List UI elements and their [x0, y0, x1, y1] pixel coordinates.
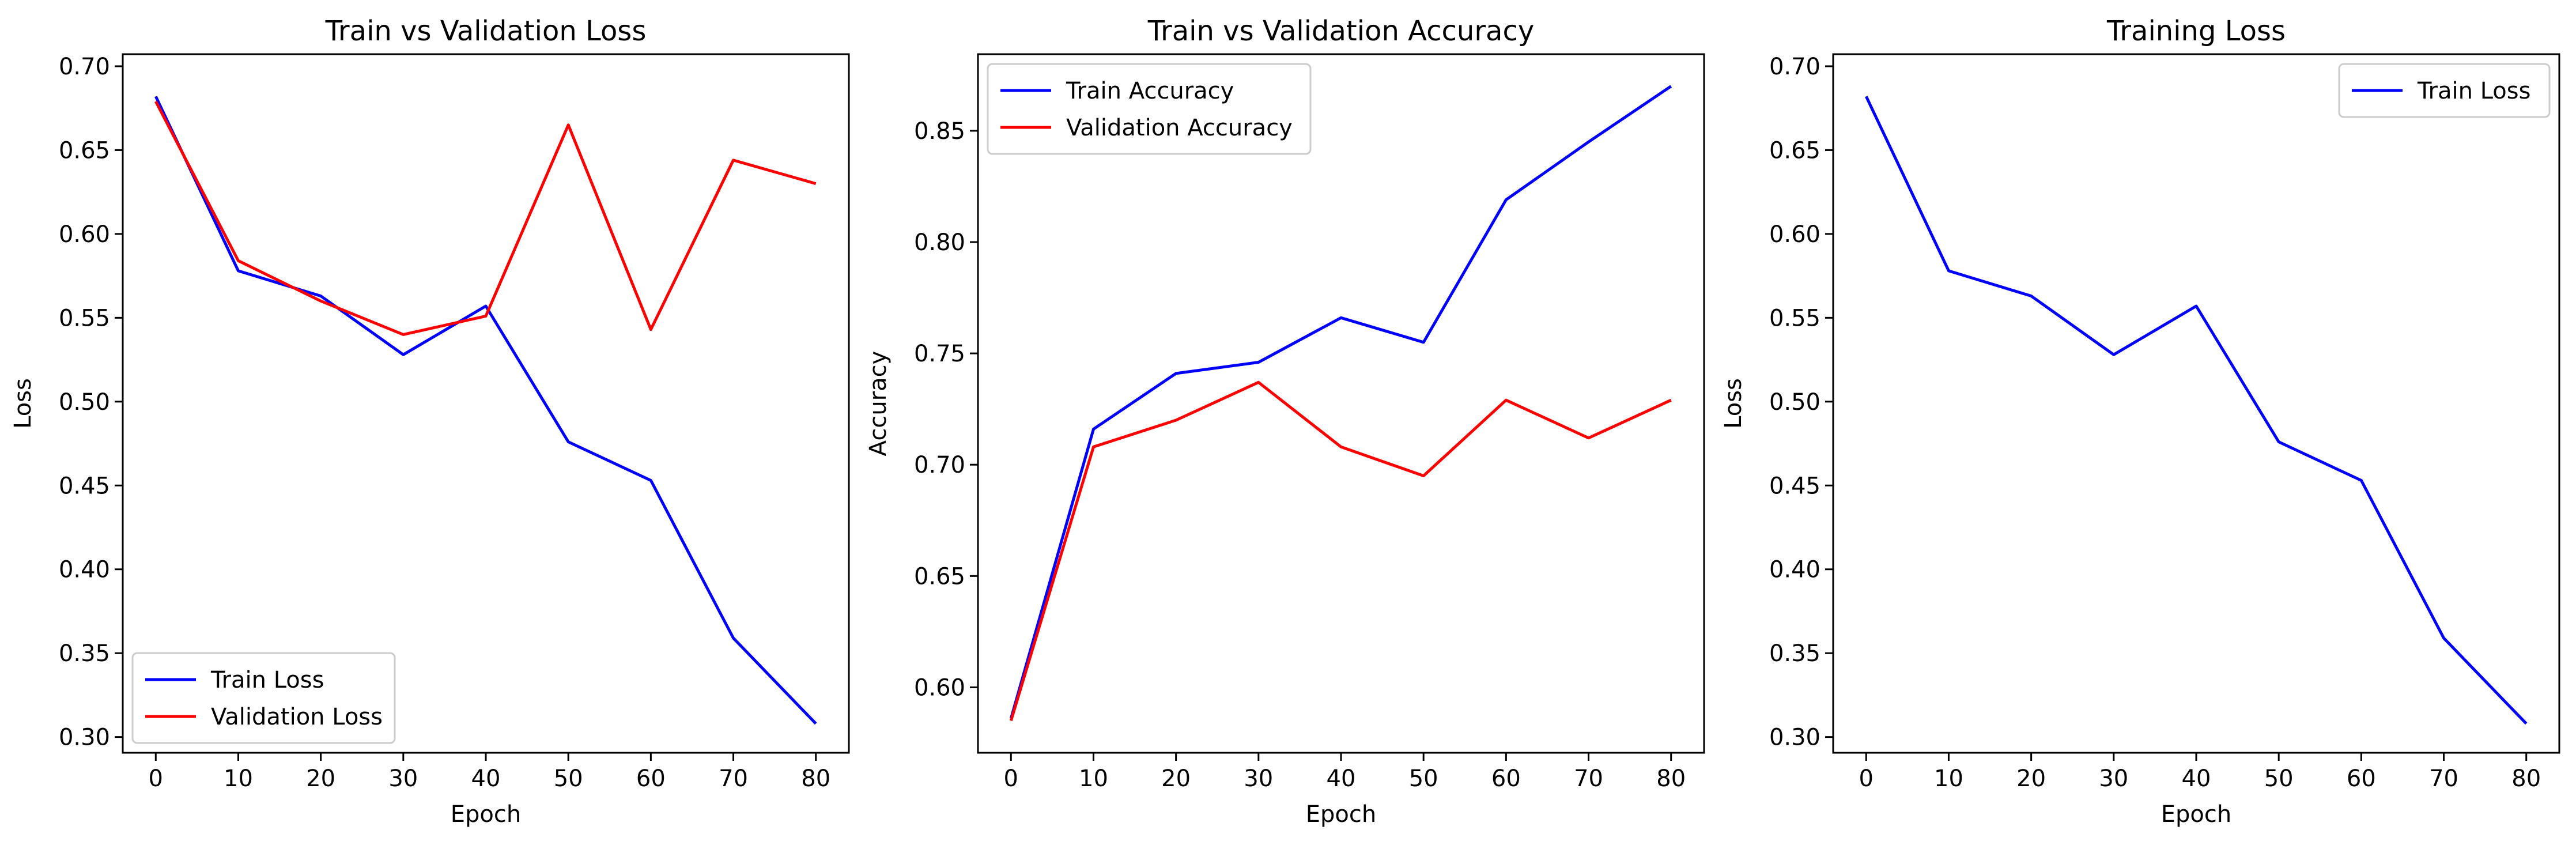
chart-train-vs-validation-accuracy: Train vs Validation Accuracy Epoch Accur… — [865, 15, 1705, 828]
legend: Train Loss — [2338, 63, 2551, 118]
y-tick-label: 0.60 — [1769, 221, 1820, 248]
y-tick-label: 0.45 — [1769, 473, 1820, 499]
x-tick-label: 80 — [1656, 765, 1686, 792]
series-line-0 — [1009, 85, 1672, 719]
y-tick-label: 0.65 — [1769, 137, 1820, 164]
x-axis-label: Epoch — [451, 801, 521, 828]
y-tick-label: 0.45 — [59, 473, 110, 499]
legend-label: Train Loss — [2417, 78, 2530, 104]
x-tick-label: 50 — [554, 765, 583, 792]
legend-box — [2338, 63, 2551, 118]
x-tick-label: 60 — [1491, 765, 1521, 792]
x-tick-label: 40 — [471, 765, 501, 792]
x-axis-label: Epoch — [2161, 801, 2231, 828]
x-tick-label: 50 — [2264, 765, 2294, 792]
x-tick-label: 30 — [2099, 765, 2128, 792]
x-tick-label: 10 — [1934, 765, 1963, 792]
legend-box — [987, 63, 1312, 155]
x-tick-label: 50 — [1409, 765, 1438, 792]
y-tick-label: 0.70 — [914, 452, 965, 478]
legend-label: Train Accuracy — [1066, 78, 1234, 104]
series-line-1 — [1009, 380, 1672, 722]
chart-title: Train vs Validation Accuracy — [1147, 15, 1535, 47]
x-tick-label: 80 — [2511, 765, 2541, 792]
y-tick-label: 0.55 — [59, 305, 110, 331]
x-tick-label: 40 — [1327, 765, 1356, 792]
x-tick-label: 10 — [1079, 765, 1108, 792]
y-tick-label: 0.35 — [1769, 640, 1820, 667]
x-tick-label: 20 — [2016, 765, 2046, 792]
y-tick-label: 0.60 — [59, 221, 110, 248]
x-tick-label: 70 — [719, 765, 748, 792]
y-axis-label: Loss — [1720, 378, 1747, 429]
y-tick-label: 0.75 — [914, 341, 965, 367]
y-axis-label: Accuracy — [865, 351, 892, 457]
x-tick-label: 80 — [801, 765, 830, 792]
x-axis-label: Epoch — [1306, 801, 1376, 828]
x-tick-label: 60 — [636, 765, 666, 792]
x-tick-label: 0 — [1004, 765, 1018, 792]
y-tick-label: 0.80 — [914, 229, 965, 256]
chart-title: Training Loss — [2106, 15, 2286, 47]
chart-train-vs-validation-loss: Train vs Validation Loss Epoch Loss 0 10 2… — [10, 15, 850, 828]
y-tick-label: 0.30 — [59, 725, 110, 751]
y-tick-label: 0.70 — [1769, 54, 1820, 80]
x-tick-label: 30 — [1244, 765, 1273, 792]
y-tick-label: 0.65 — [59, 137, 110, 164]
y-tick-label: 0.85 — [914, 118, 965, 145]
x-tick-label: 40 — [2182, 765, 2211, 792]
y-tick-label: 0.55 — [1769, 305, 1820, 331]
y-tick-label: 0.35 — [59, 640, 110, 667]
y-tick-label: 0.50 — [1769, 389, 1820, 416]
x-tick-label: 60 — [2347, 765, 2376, 792]
series-line-1 — [154, 100, 817, 336]
x-tick-label: 30 — [388, 765, 418, 792]
x-tick-label: 20 — [1161, 765, 1191, 792]
axes-frame — [977, 53, 1705, 754]
y-axis-label: Loss — [10, 378, 36, 429]
y-tick-label: 0.30 — [1769, 725, 1820, 751]
x-tick-label: 0 — [1859, 765, 1874, 792]
x-tick-label: 70 — [1574, 765, 1603, 792]
series-line-0 — [1865, 96, 2528, 725]
x-tick-label: 70 — [2429, 765, 2458, 792]
x-tick-label: 10 — [224, 765, 253, 792]
axes-frame — [1832, 53, 2560, 754]
x-tick-label: 0 — [149, 765, 163, 792]
y-tick-label: 0.60 — [914, 674, 965, 701]
x-tick-label: 20 — [306, 765, 335, 792]
y-tick-label: 0.40 — [1769, 557, 1820, 583]
legend: Train Loss Validation Loss — [131, 652, 396, 744]
legend-label: Validation Accuracy — [1066, 115, 1293, 141]
legend-box — [131, 652, 396, 744]
legend-label: Validation Loss — [211, 704, 383, 730]
y-tick-label: 0.65 — [914, 563, 965, 590]
y-tick-label: 0.50 — [59, 389, 110, 416]
legend: Train Accuracy Validation Accuracy — [987, 63, 1312, 155]
legend-label: Train Loss — [210, 667, 324, 693]
y-tick-label: 0.40 — [59, 557, 110, 583]
chart-training-loss: Training Loss Epoch Loss 0 10 20 30 40 50 60 70… — [1720, 15, 2560, 828]
chart-title: Train vs Validation Loss — [325, 15, 647, 47]
series-line-0 — [154, 96, 817, 725]
axes-frame — [122, 53, 850, 754]
y-tick-label: 0.70 — [59, 54, 110, 80]
